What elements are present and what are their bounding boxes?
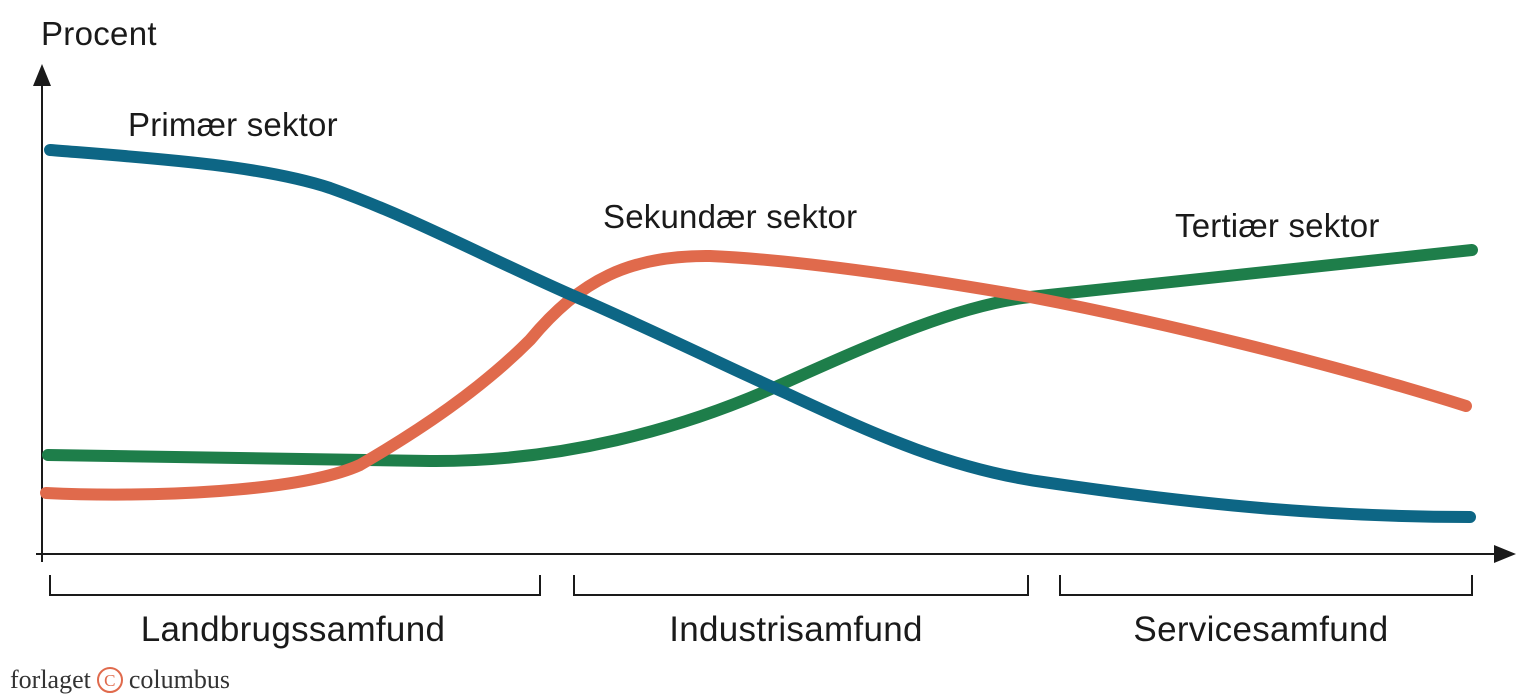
era-bracket-service [1059, 575, 1473, 596]
era-label-industrisamfund: Industrisamfund [669, 610, 923, 649]
copyright-icon: C [96, 667, 123, 693]
era-bracket-industri [573, 575, 1029, 596]
publisher-logo: forlaget C columbus [10, 667, 230, 693]
label-primary-sector: Primær sektor [128, 106, 338, 143]
y-axis-label: Procent [41, 15, 157, 52]
y-axis-arrow [33, 64, 51, 86]
era-bracket-landbrug [49, 575, 541, 596]
label-tertiary-sector: Tertiær sektor [1175, 207, 1380, 244]
era-label-landbrugssamfund: Landbrugssamfund [140, 610, 446, 649]
era-label-servicesamfund: Servicesamfund [1133, 610, 1389, 649]
x-axis-arrow [1494, 545, 1516, 563]
line-tertiary-sector [42, 244, 1478, 468]
line-primary-sector [44, 144, 1476, 523]
logo-text-right: columbus [128, 665, 230, 694]
label-secondary-sector: Sekundær sektor [603, 198, 858, 235]
line-secondary-sector [40, 249, 1472, 501]
logo-text-left: forlaget [10, 665, 91, 694]
